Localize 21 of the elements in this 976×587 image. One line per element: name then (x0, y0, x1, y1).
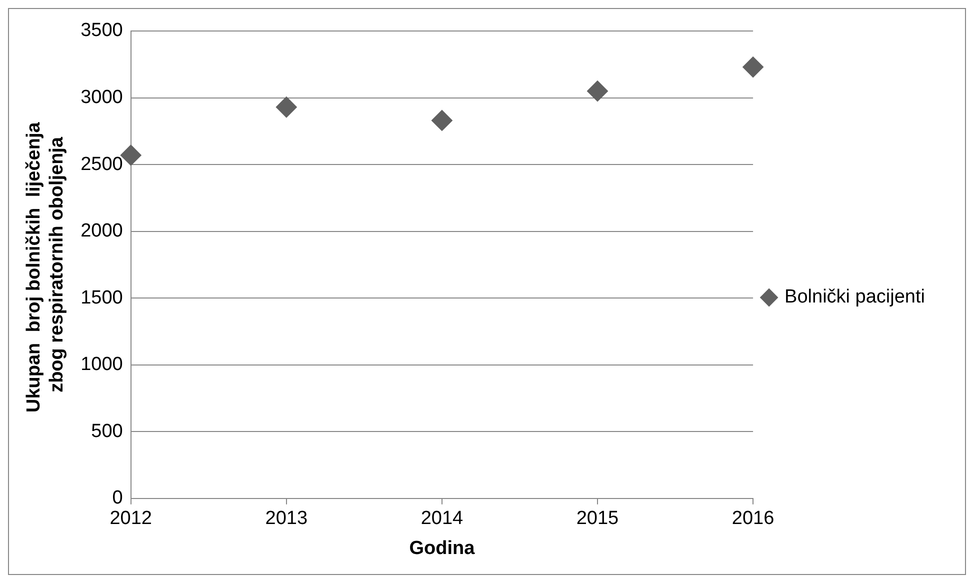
point (431, 110, 452, 131)
y-tick-label: 3500 (80, 20, 123, 42)
y-tick-label: 2500 (80, 154, 123, 175)
point (276, 96, 297, 118)
x-tick-label: 2016 (732, 508, 774, 530)
y-axis-title: Ukupan broj bolničkih liječenja zbog respiratornih oboljenja (24, 116, 68, 413)
y-tick-label: 500 (91, 420, 123, 442)
point (742, 56, 764, 78)
x-tick-label: 2012 (110, 508, 152, 530)
x-tick-label: 2015 (576, 508, 619, 530)
x-axis-title: Godina (409, 538, 476, 559)
legend-label: Bolnički pacijenti (784, 286, 926, 308)
y-tick-label: 1000 (80, 354, 123, 376)
y-tick-label: 0 (112, 488, 123, 509)
x-tick-label: 2014 (420, 508, 464, 530)
y-tick-label: 2000 (80, 220, 123, 242)
point (120, 144, 142, 166)
y-tick-label: 3000 (80, 87, 123, 108)
y-tick-label: 1500 (80, 287, 123, 308)
point (586, 80, 608, 102)
x-tick-label: 2013 (265, 508, 308, 530)
